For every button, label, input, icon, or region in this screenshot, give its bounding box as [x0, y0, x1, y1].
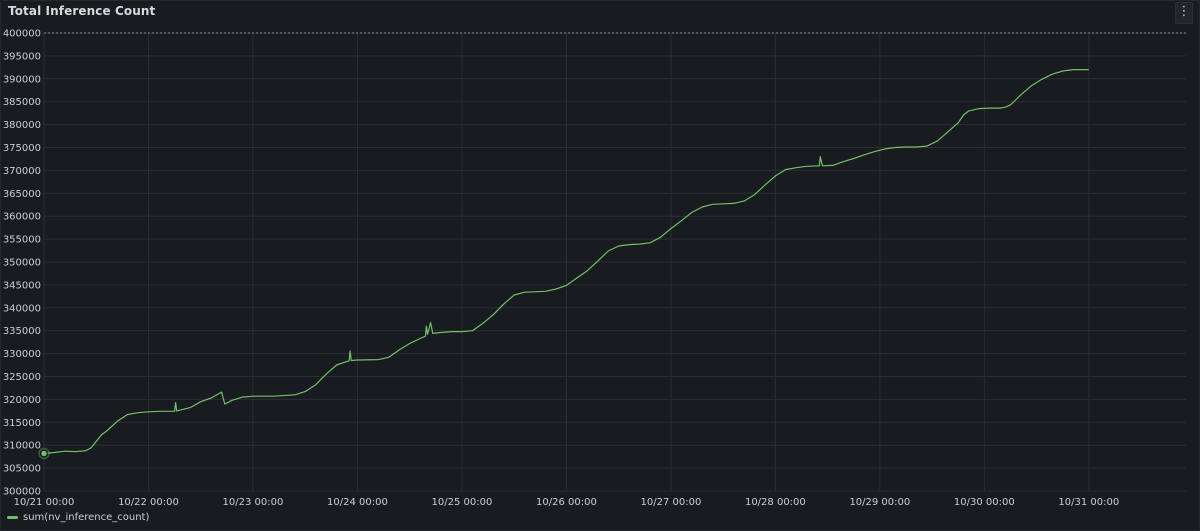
y-tick-label: 390000	[3, 74, 41, 85]
series-start-point	[40, 449, 48, 458]
y-tick-label: 325000	[3, 372, 41, 383]
y-tick-label: 395000	[3, 51, 41, 62]
legend[interactable]: sum(nv_inference_count)	[7, 509, 149, 525]
y-tick-label: 380000	[3, 120, 41, 131]
x-tick-label: 10/26 00:00	[536, 497, 597, 508]
x-tick-label: 10/28 00:00	[745, 497, 806, 508]
x-tick-label: 10/30 00:00	[954, 497, 1015, 508]
y-tick-label: 315000	[3, 418, 41, 429]
y-tick-label: 370000	[3, 166, 41, 177]
y-tick-label: 320000	[3, 395, 41, 406]
y-tick-label: 360000	[3, 212, 41, 223]
x-tick-label: 10/29 00:00	[849, 497, 910, 508]
y-tick-label: 340000	[3, 303, 41, 314]
y-tick-label: 350000	[3, 258, 41, 269]
y-tick-label: 400000	[3, 29, 41, 40]
legend-swatch	[7, 515, 18, 519]
y-tick-label: 305000	[3, 464, 41, 475]
x-tick-label: 10/31 00:00	[1058, 497, 1119, 508]
y-tick-label: 375000	[3, 143, 41, 154]
y-tick-label: 385000	[3, 97, 41, 108]
x-tick-label: 10/25 00:00	[432, 497, 493, 508]
y-tick-label: 330000	[3, 349, 41, 360]
x-tick-label: 10/22 00:00	[118, 497, 179, 508]
series-start-halo	[38, 447, 50, 460]
kebab-menu-icon[interactable]: ⋮	[1175, 2, 1193, 24]
series-line	[43, 68, 1089, 454]
y-tick-label: 365000	[3, 189, 41, 200]
y-tick-label: 300000	[3, 487, 41, 498]
y-tick-label: 355000	[3, 235, 41, 246]
y-tick-label: 345000	[3, 280, 41, 291]
x-tick-label: 10/21 00:00	[14, 497, 75, 508]
y-tick-label: 335000	[3, 326, 41, 337]
x-tick-label: 10/27 00:00	[640, 497, 701, 508]
panel-title: Total Inference Count	[8, 4, 156, 18]
x-tick-label: 10/23 00:00	[223, 497, 284, 508]
y-tick-label: 310000	[3, 441, 41, 452]
x-tick-label: 10/24 00:00	[327, 497, 388, 508]
legend-label: sum(nv_inference_count)	[23, 511, 150, 523]
